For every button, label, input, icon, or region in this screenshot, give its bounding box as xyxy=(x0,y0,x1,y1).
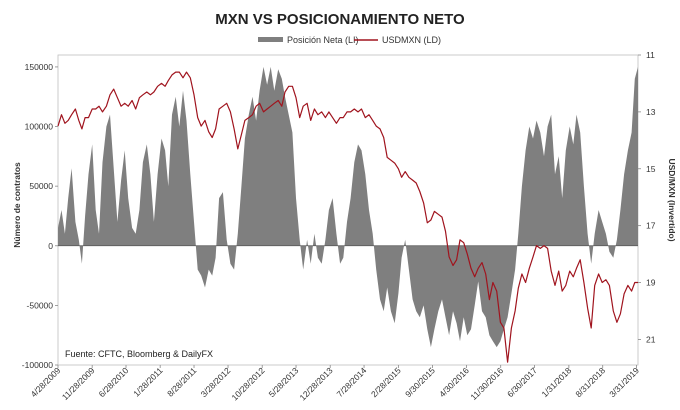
x-tick-label: 1/31/2018 xyxy=(539,365,573,399)
legend: Posición Neta (LI) USDMXN (LD) xyxy=(258,35,441,45)
series-usdmxn-line xyxy=(57,71,638,363)
x-tick-label: 6/28/2010 xyxy=(97,365,131,399)
x-tick-label: 2/28/2015 xyxy=(369,365,403,399)
x-tick-label: 12/28/2013 xyxy=(297,365,334,402)
x-tick-label: 11/30/2016 xyxy=(468,365,505,402)
y-axis-left-label: Número de contratos xyxy=(12,162,22,248)
x-tick-label: 11/28/2009 xyxy=(60,365,97,402)
x-tick-label: 4/28/2009 xyxy=(29,365,63,399)
y-left-tick-label: -100000 xyxy=(22,360,53,370)
series-net-position-area xyxy=(58,66,638,348)
y-left-tick-label: -50000 xyxy=(27,300,54,310)
x-tick-label: 3/28/2012 xyxy=(199,365,233,399)
source-note: Fuente: CFTC, Bloomberg & DailyFX xyxy=(65,349,213,359)
y-axis-right-label: USD/MXN (Invertido) xyxy=(667,158,677,241)
x-tick-label: 7/28/2014 xyxy=(335,365,369,399)
x-tick-label: 4/30/2016 xyxy=(437,365,471,399)
y-right-tick-label: 13 xyxy=(646,107,656,117)
x-tick-label: 3/31/2019 xyxy=(607,365,641,399)
y-right-tick-label: 15 xyxy=(646,164,656,174)
x-tick-label: 6/30/2017 xyxy=(505,365,539,399)
y-right-tick-label: 11 xyxy=(646,50,655,60)
legend-label-usdmxn: USDMXN (LD) xyxy=(382,35,441,45)
legend-label-net-position: Posición Neta (LI) xyxy=(287,35,359,45)
chart-title: MXN VS POSICIONAMIENTO NETO xyxy=(215,11,465,28)
y-right-tick-label: 19 xyxy=(646,278,656,288)
y-right-tick-label: 17 xyxy=(646,221,656,231)
y-left-tick-label: 0 xyxy=(48,241,53,251)
x-tick-label: 8/31/2018 xyxy=(573,365,607,399)
y-right-tick-label: 21 xyxy=(646,334,656,344)
x-tick-label: 5/28/2013 xyxy=(267,365,301,399)
x-tick-label: 1/28/2011 xyxy=(131,365,165,399)
legend-swatch-net-position xyxy=(258,37,283,42)
x-tick-label: 8/28/2011 xyxy=(165,365,199,399)
x-tick-label: 9/30/2015 xyxy=(403,365,437,399)
x-tick-label: 10/28/2012 xyxy=(229,365,266,402)
y-left-tick-label: 50000 xyxy=(29,181,53,191)
y-left-tick-label: 150000 xyxy=(25,62,54,72)
y-left-tick-label: 100000 xyxy=(25,122,54,132)
